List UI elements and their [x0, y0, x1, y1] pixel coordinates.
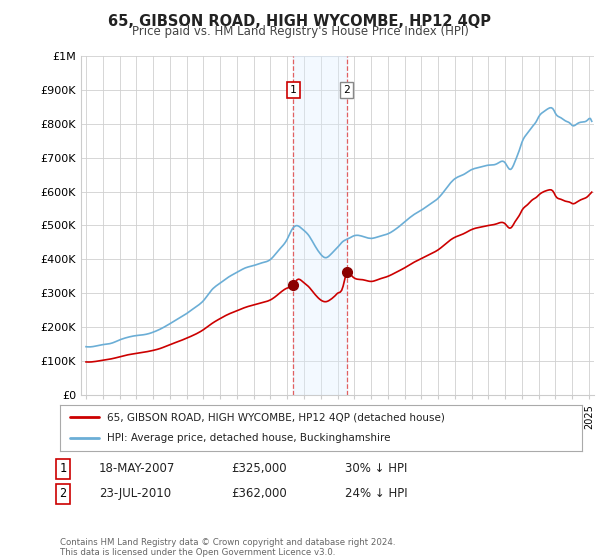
Text: 24% ↓ HPI: 24% ↓ HPI	[345, 487, 407, 501]
Text: HPI: Average price, detached house, Buckinghamshire: HPI: Average price, detached house, Buck…	[107, 433, 391, 444]
Text: Price paid vs. HM Land Registry's House Price Index (HPI): Price paid vs. HM Land Registry's House …	[131, 25, 469, 38]
Text: 2: 2	[59, 487, 67, 501]
Text: 1: 1	[290, 85, 297, 95]
Text: Contains HM Land Registry data © Crown copyright and database right 2024.
This d: Contains HM Land Registry data © Crown c…	[60, 538, 395, 557]
Text: 18-MAY-2007: 18-MAY-2007	[99, 462, 175, 475]
Text: 30% ↓ HPI: 30% ↓ HPI	[345, 462, 407, 475]
Text: 1: 1	[59, 462, 67, 475]
Text: £362,000: £362,000	[231, 487, 287, 501]
Text: 23-JUL-2010: 23-JUL-2010	[99, 487, 171, 501]
Text: £325,000: £325,000	[231, 462, 287, 475]
Text: 2: 2	[343, 85, 350, 95]
Text: 65, GIBSON ROAD, HIGH WYCOMBE, HP12 4QP (detached house): 65, GIBSON ROAD, HIGH WYCOMBE, HP12 4QP …	[107, 412, 445, 422]
Text: 65, GIBSON ROAD, HIGH WYCOMBE, HP12 4QP: 65, GIBSON ROAD, HIGH WYCOMBE, HP12 4QP	[109, 14, 491, 29]
Bar	[293, 56, 347, 395]
